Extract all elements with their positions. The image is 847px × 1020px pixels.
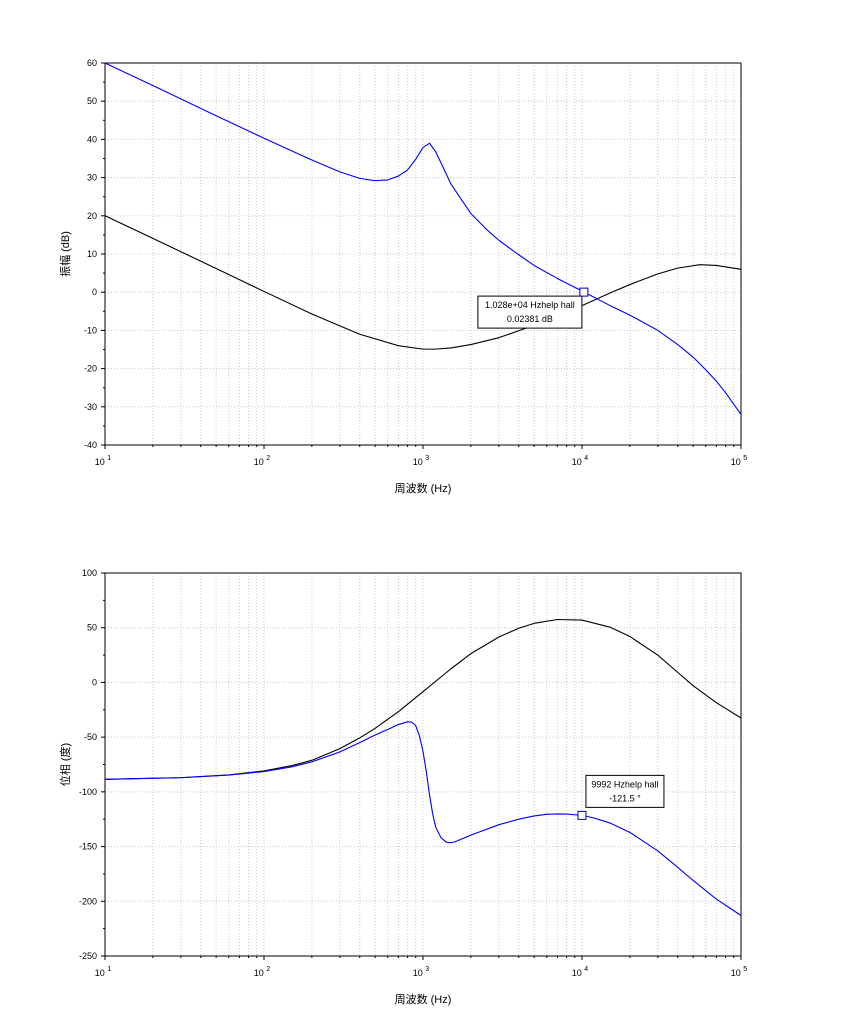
- magnitude-plot: -40 -30 -20 -10 0 10 20 30 40 50 60 10 1 10 2 10 3 10 …: [58, 58, 747, 495]
- phase-x-tick-label: 10 4: [572, 966, 589, 978]
- magnitude-y-tick-label: 60: [87, 58, 97, 68]
- phase-y-tick-label: -50: [84, 732, 97, 742]
- phase-x-tick-exponent: 5: [743, 966, 747, 973]
- phase-y-tick-label: 50: [87, 623, 97, 633]
- magnitude-y-axis-title: 振幅 (dB): [58, 231, 72, 277]
- phase-x-tick-exponent: 3: [425, 966, 429, 973]
- magnitude-x-tick-label: 10 1: [95, 455, 112, 467]
- magnitude-x-axis-title: 周波数 (Hz): [395, 482, 452, 495]
- phase-x-tick-label: 10 3: [413, 966, 430, 978]
- phase-plot: -250 -200 -150 -100 -50 0 50 100 10 1 10 2 10 3 10 …: [58, 568, 747, 1006]
- magnitude-y-tick-label: 40: [87, 134, 97, 144]
- phase-y-tick-label: -250: [79, 951, 97, 961]
- magnitude-x-tick-exponent: 2: [266, 455, 270, 462]
- magnitude-x-tick-label: 10 2: [254, 455, 271, 467]
- magnitude-series-black-line: [104, 215, 742, 350]
- magnitude-y-tick-label: 30: [87, 173, 97, 183]
- phase-y-tick-label: 0: [92, 677, 97, 687]
- phase-x-tick-exponent: 1: [107, 966, 111, 973]
- phase-y-tick-label: -100: [79, 787, 97, 797]
- phase-series-blue-line: [104, 721, 742, 916]
- phase-x-tick-label: 10 1: [95, 966, 112, 978]
- magnitude-x-tick-exponent: 4: [584, 455, 588, 462]
- phase-x-tick-label: 10 5: [731, 966, 748, 978]
- phase-datatip-line1: 9992 Hzhelp hall: [591, 779, 658, 789]
- magnitude-y-tick-label: -30: [84, 402, 97, 412]
- phase-y-tick-label: 100: [82, 568, 97, 578]
- phase-x-tick-label: 10 2: [254, 966, 271, 978]
- magnitude-x-tick-exponent: 5: [743, 455, 747, 462]
- magnitude-y-tick-label: -20: [84, 364, 97, 374]
- magnitude-datatip-line1: 1.028e+04 Hzhelp hall: [485, 300, 575, 310]
- magnitude-y-tick-label: 10: [87, 249, 97, 259]
- magnitude-datatip-box: [477, 295, 583, 329]
- magnitude-x-tick-label: 10 5: [731, 455, 748, 467]
- phase-datatip-box: [585, 774, 665, 808]
- phase-grid: [105, 573, 741, 956]
- magnitude-series-blue-line: [104, 62, 742, 415]
- phase-datatip-marker[interactable]: [577, 810, 587, 820]
- phase-series-group: [104, 618, 742, 916]
- magnitude-x-tick-exponent: 1: [107, 455, 111, 462]
- phase-axis-ticks: -250 -200 -150 -100 -50 0 50 100 10 1 10 2 10 3 10 …: [79, 568, 747, 978]
- magnitude-series-group: [104, 62, 742, 415]
- magnitude-axis-ticks: -40 -30 -20 -10 0 10 20 30 40 50 60 10 1 10 2 10 3 10 …: [84, 58, 747, 467]
- phase-x-tick-exponent: 4: [584, 966, 588, 973]
- magnitude-datatip[interactable]: 1.028e+04 Hzhelp hall 0.02381 dB: [477, 287, 589, 329]
- magnitude-x-tick-label: 10 3: [413, 455, 430, 467]
- magnitude-y-tick-label: -10: [84, 325, 97, 335]
- phase-y-tick-label: -150: [79, 842, 97, 852]
- magnitude-y-tick-label: 0: [92, 287, 97, 297]
- phase-datatip[interactable]: 9992 Hzhelp hall -121.5 °: [577, 774, 665, 820]
- magnitude-y-tick-label: 20: [87, 211, 97, 221]
- phase-y-tick-label: -200: [79, 896, 97, 906]
- phase-y-axis-title: 位相 (度): [58, 743, 72, 786]
- magnitude-y-tick-label: 50: [87, 96, 97, 106]
- phase-series-black-line: [104, 618, 742, 780]
- magnitude-x-tick-exponent: 3: [425, 455, 429, 462]
- magnitude-datatip-marker[interactable]: [579, 287, 589, 297]
- magnitude-grid: [105, 63, 741, 445]
- phase-x-tick-exponent: 2: [266, 966, 270, 973]
- magnitude-y-tick-label: -40: [84, 440, 97, 450]
- magnitude-datatip-line2: 0.02381 dB: [507, 314, 553, 324]
- phase-datatip-line2: -121.5 °: [609, 793, 641, 803]
- magnitude-x-tick-label: 10 4: [572, 455, 589, 467]
- phase-x-axis-title: 周波数 (Hz): [395, 993, 452, 1006]
